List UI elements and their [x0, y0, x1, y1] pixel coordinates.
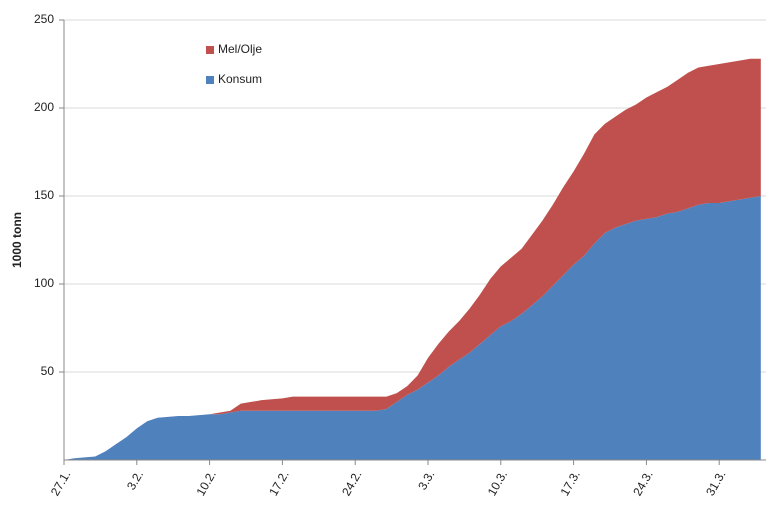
- x-tick-label: 3.3.: [415, 468, 437, 492]
- x-tick-label: 17.3.: [557, 468, 582, 498]
- x-tick-label: 10.2.: [193, 468, 218, 498]
- legend-label: Mel/Olje: [218, 42, 262, 56]
- y-tick-label: 50: [41, 364, 55, 378]
- x-tick-label: 24.3.: [630, 468, 655, 498]
- x-tick-label: 27.1.: [48, 468, 73, 498]
- y-tick-label: 250: [34, 12, 54, 26]
- x-tick-label: 24.2.: [339, 468, 364, 498]
- legend-swatch: [206, 76, 214, 84]
- y-tick-label: 100: [34, 276, 54, 290]
- x-tick-label: 3.2.: [124, 468, 146, 492]
- x-tick-label: 17.2.: [266, 468, 291, 498]
- area: [64, 196, 761, 460]
- y-tick-label: 150: [34, 188, 54, 202]
- area: [64, 58, 761, 460]
- y-tick-label: 200: [34, 100, 54, 114]
- x-tick-label: 10.3.: [485, 468, 510, 498]
- legend-swatch: [206, 46, 214, 54]
- y-axis-label: 1000 tonn: [10, 212, 24, 268]
- x-tick-label: 31.3.: [703, 468, 728, 498]
- legend-label: Konsum: [218, 72, 262, 86]
